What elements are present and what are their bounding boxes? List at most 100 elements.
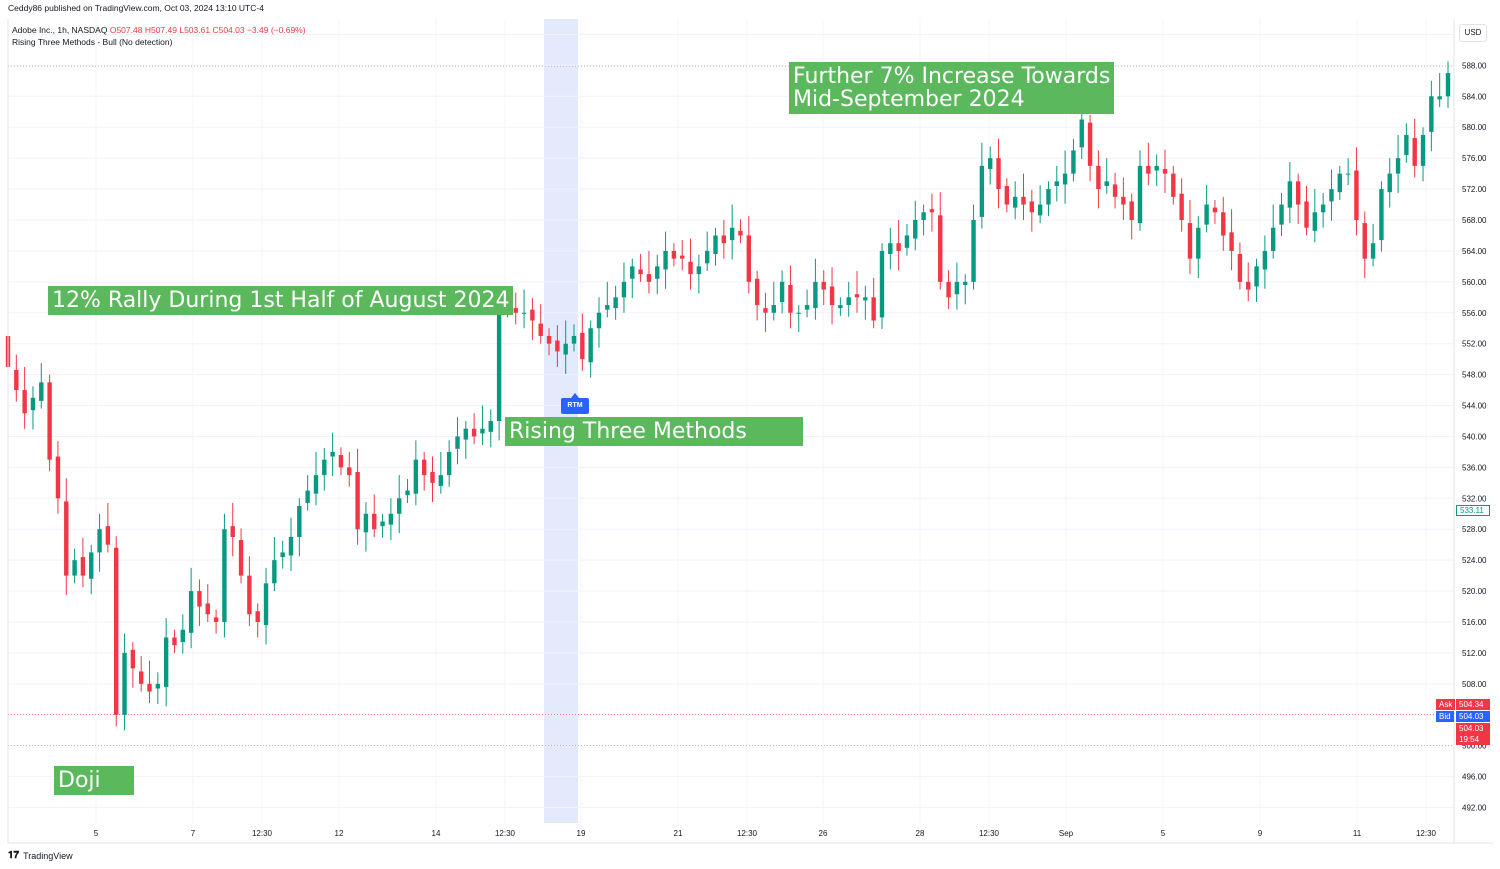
candle-body[interactable] (114, 547, 119, 715)
candle-body[interactable] (255, 611, 260, 622)
candle-body[interactable] (496, 312, 502, 421)
candle-body[interactable] (729, 227, 735, 241)
candle-body[interactable] (263, 583, 269, 626)
candle-body[interactable] (1254, 266, 1259, 287)
candle-body[interactable] (1171, 173, 1176, 197)
candle-body[interactable] (380, 521, 385, 527)
candle-body[interactable] (1362, 223, 1367, 259)
candle-body[interactable] (938, 215, 943, 282)
candle-body[interactable] (971, 220, 976, 282)
candle-body[interactable] (846, 297, 851, 306)
candle-body[interactable] (80, 557, 86, 576)
candle-body[interactable] (39, 382, 44, 401)
candles[interactable] (5, 61, 1451, 731)
candle-body[interactable] (1187, 223, 1193, 259)
candle-body[interactable] (471, 428, 477, 437)
candle-body[interactable] (213, 617, 219, 622)
candle-body[interactable] (546, 335, 552, 344)
candle-body[interactable] (1121, 196, 1126, 205)
candle-body[interactable] (188, 591, 194, 633)
candle-body[interactable] (879, 250, 885, 318)
candle-body[interactable] (372, 513, 377, 530)
candle-body[interactable] (1271, 227, 1276, 251)
candle-body[interactable] (813, 281, 818, 309)
candle-body[interactable] (1329, 189, 1334, 202)
candle-body[interactable] (1112, 184, 1118, 197)
candle-body[interactable] (1221, 212, 1226, 236)
candle-body[interactable] (247, 575, 252, 615)
candle-body[interactable] (272, 560, 277, 584)
doji-annotation[interactable]: Doji (54, 766, 134, 795)
candle-body[interactable] (197, 591, 202, 607)
candle-body[interactable] (1021, 196, 1026, 205)
indicator-label[interactable]: Rising Three Methods - Bull (No detectio… (12, 37, 173, 47)
candle-body[interactable] (122, 652, 127, 715)
candle-body[interactable] (963, 281, 968, 285)
candle-body[interactable] (180, 629, 185, 643)
candle-body[interactable] (1354, 170, 1359, 220)
candle-body[interactable] (671, 250, 677, 259)
candle-body[interactable] (55, 456, 61, 499)
candle-body[interactable] (1129, 201, 1134, 220)
candle-body[interactable] (1404, 134, 1409, 156)
candle-body[interactable] (1087, 122, 1093, 166)
candle-body[interactable] (538, 323, 543, 336)
candle-body[interactable] (305, 490, 310, 503)
candle-body[interactable] (913, 220, 918, 239)
symbol-name[interactable]: Adobe Inc., 1h, NASDAQ (12, 25, 108, 35)
candle-body[interactable] (297, 506, 302, 537)
candle-body[interactable] (979, 165, 985, 217)
candle-body[interactable] (288, 536, 294, 556)
candle-body[interactable] (713, 235, 718, 255)
candle-body[interactable] (1287, 181, 1293, 208)
candle-body[interactable] (871, 297, 876, 321)
candle-body[interactable] (130, 649, 136, 669)
candle-body[interactable] (580, 332, 585, 360)
candle-body[interactable] (138, 671, 144, 684)
candle-body[interactable] (1012, 196, 1018, 208)
candle-body[interactable] (1337, 173, 1342, 193)
candle-body[interactable] (987, 158, 993, 169)
candle-body[interactable] (1054, 181, 1059, 186)
candle-body[interactable] (105, 526, 111, 545)
candle-body[interactable] (796, 312, 801, 314)
candle-body[interactable] (588, 328, 593, 363)
candle-body[interactable] (147, 683, 152, 692)
candle-body[interactable] (1246, 281, 1251, 290)
candle-body[interactable] (355, 472, 360, 530)
candle-body[interactable] (1037, 204, 1043, 216)
candle-body[interactable] (1162, 168, 1168, 174)
candle-body[interactable] (721, 235, 727, 244)
candle-body[interactable] (64, 501, 69, 576)
candle-body[interactable] (455, 436, 460, 449)
candle-body[interactable] (363, 513, 369, 533)
candle-body[interactable] (1320, 204, 1326, 213)
rtm-signal-marker[interactable]: RTM (561, 393, 589, 414)
candle-body[interactable] (1079, 119, 1084, 148)
candle-body[interactable] (347, 467, 352, 476)
candle-body[interactable] (1229, 232, 1234, 251)
candle-body[interactable] (97, 529, 102, 553)
candle-body[interactable] (1104, 181, 1109, 186)
candle-body[interactable] (630, 266, 635, 279)
candle-body[interactable] (330, 451, 335, 457)
candle-body[interactable] (47, 382, 52, 460)
candle-body[interactable] (663, 250, 668, 270)
candle-body[interactable] (1096, 165, 1101, 190)
candle-body[interactable] (929, 209, 935, 213)
candle-body[interactable] (763, 308, 768, 313)
candle-body[interactable] (1146, 165, 1151, 174)
candle-body[interactable] (854, 294, 860, 298)
candle-body[interactable] (388, 513, 394, 525)
candle-body[interactable] (238, 540, 244, 576)
footer-brand[interactable]: 𝟏𝟕 TradingView (8, 850, 73, 861)
candle-body[interactable] (480, 428, 485, 434)
candle-body[interactable] (463, 428, 469, 440)
candle-body[interactable] (1445, 73, 1451, 97)
candle-body[interactable] (688, 261, 693, 275)
candle-body[interactable] (904, 235, 910, 248)
candle-body[interactable] (996, 158, 1001, 190)
candle-body[interactable] (1437, 96, 1442, 100)
candle-body[interactable] (779, 281, 785, 302)
